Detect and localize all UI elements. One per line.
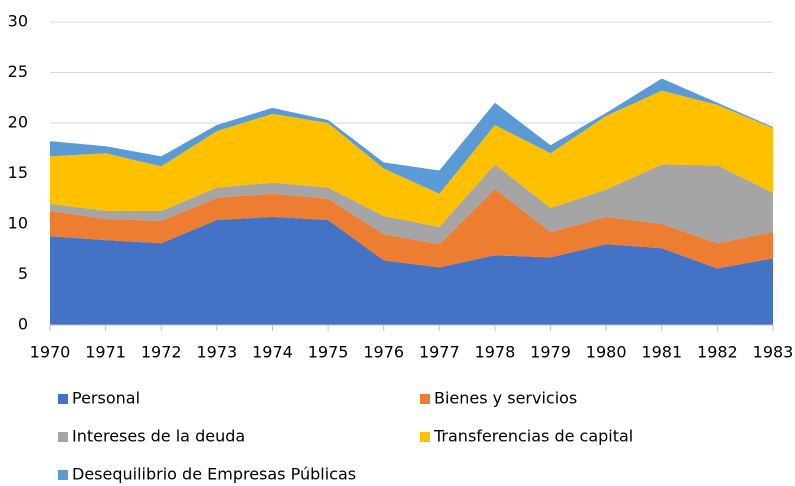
area — [50, 216, 773, 325]
legend-label: Desequilibrio de Empresas Públicas — [72, 465, 356, 484]
x-tick-label: 1974 — [252, 343, 293, 362]
legend-label: Personal — [72, 389, 140, 408]
x-tick-label: 1975 — [308, 343, 349, 362]
x-tick-label: 1972 — [141, 343, 182, 362]
x-tick-label: 1971 — [85, 343, 126, 362]
y-tick-label: 10 — [8, 214, 28, 233]
x-tick-label: 1979 — [530, 343, 571, 362]
x-tick-label: 1980 — [586, 343, 627, 362]
area — [50, 78, 773, 194]
y-tick-label: 0 — [18, 315, 28, 334]
area — [50, 164, 773, 245]
y-tick-label: 20 — [8, 113, 28, 132]
x-tick-label: 1978 — [475, 343, 516, 362]
area — [50, 90, 773, 228]
x-tick-label: 1973 — [196, 343, 237, 362]
legend-swatch — [58, 394, 68, 404]
legend-label: Intereses de la deuda — [72, 427, 245, 446]
x-tick-label: 1983 — [753, 343, 794, 362]
x-tick-label: 1982 — [697, 343, 738, 362]
legend-label: Transferencias de capital — [433, 427, 633, 446]
x-tick-label: 1977 — [419, 343, 460, 362]
x-tick-label: 1970 — [30, 343, 71, 362]
legend-label: Bienes y servicios — [434, 389, 577, 408]
y-tick-label: 15 — [8, 163, 28, 182]
x-tick-label: 1976 — [363, 343, 404, 362]
legend-swatch — [58, 432, 68, 442]
legend-swatch — [420, 394, 430, 404]
legend-swatch — [420, 432, 430, 442]
y-tick-label: 5 — [18, 264, 28, 283]
y-tick-label: 25 — [8, 62, 28, 81]
x-tick-label: 1981 — [641, 343, 682, 362]
y-tick-label: 30 — [8, 12, 28, 31]
legend-swatch — [58, 470, 68, 480]
area — [50, 188, 773, 269]
